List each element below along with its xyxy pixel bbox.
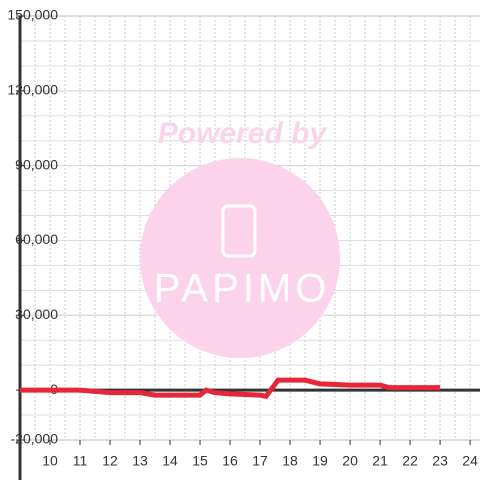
x-tick-label: 16: [222, 453, 238, 469]
data-line: [20, 377, 441, 400]
x-tick-label: 18: [282, 453, 298, 469]
x-tick-label: 17: [252, 453, 268, 469]
y-tick-label: 90,000: [15, 156, 58, 172]
watermark-icon: [221, 204, 257, 258]
x-tick-label: 15: [192, 453, 208, 469]
watermark-text: Powered by: [158, 117, 328, 150]
x-tick-label: 12: [102, 453, 118, 469]
y-tick-label: -20,000: [11, 431, 59, 447]
x-tick-label: 21: [372, 453, 388, 469]
x-tick-label: 13: [132, 453, 148, 469]
x-tick-label: 23: [432, 453, 448, 469]
y-tick-label: 120,000: [7, 82, 58, 98]
x-tick-label: 22: [402, 453, 418, 469]
x-tick-label: 10: [42, 453, 58, 469]
x-tick-label: 11: [73, 453, 88, 469]
x-tick-label: 14: [162, 453, 178, 469]
x-tick-label: 20: [342, 453, 358, 469]
x-tick-label: 19: [312, 453, 328, 469]
watermark-logo: PAPIMO: [154, 267, 331, 311]
x-tick-label: 24: [462, 453, 478, 469]
watermark-circle: [140, 158, 340, 358]
y-tick-label: 30,000: [15, 306, 58, 322]
y-tick-label: 60,000: [15, 231, 58, 247]
y-tick-label: 150,000: [7, 7, 58, 23]
